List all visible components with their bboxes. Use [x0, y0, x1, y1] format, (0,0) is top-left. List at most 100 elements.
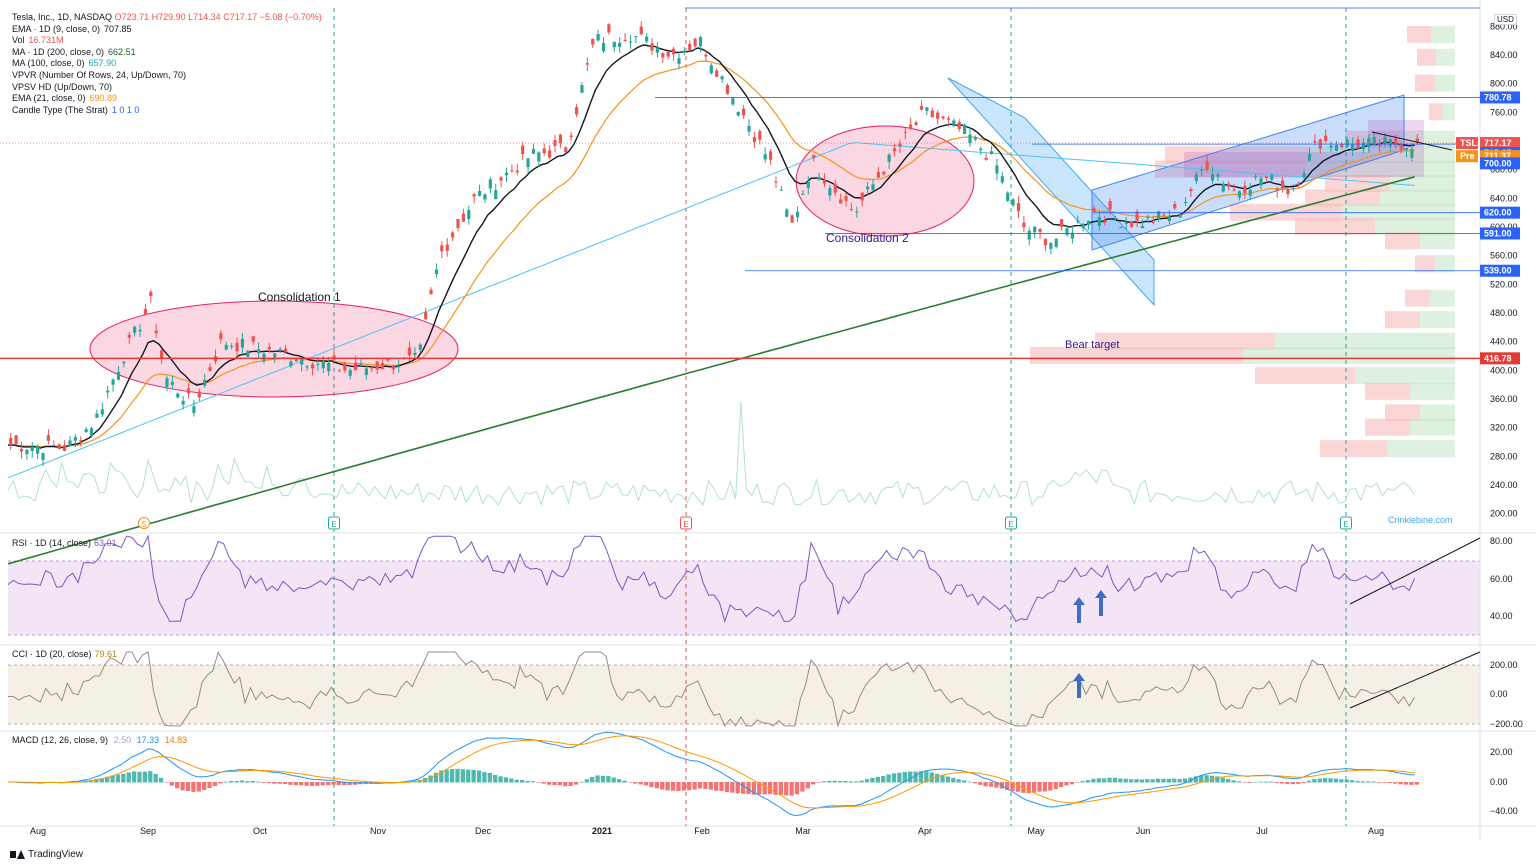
macd-histogram-bar: [261, 782, 266, 783]
legend-row: EMA · 1D (9, close, 0) 707.85: [12, 23, 132, 34]
vpvr-up-bar: [1342, 203, 1455, 221]
candle-body: [1060, 219, 1064, 227]
vpvr-up-bar: [1420, 232, 1455, 250]
macd-histogram-bar: [126, 772, 131, 783]
currency-label[interactable]: USD: [1494, 14, 1517, 25]
ohlc-close: C717.17: [223, 12, 258, 22]
macd-histogram-bar: [821, 781, 827, 783]
candle-body: [1130, 221, 1134, 228]
macd-histogram-bar: [757, 782, 762, 795]
candle-body: [149, 291, 153, 297]
candle-body: [1022, 222, 1026, 228]
candle-body: [1183, 201, 1188, 203]
candle-body: [952, 120, 956, 127]
tradingview-logo[interactable]: TradingView: [10, 849, 83, 860]
macd-histogram-bar: [277, 782, 282, 784]
candle-body: [1113, 217, 1118, 220]
candle-body: [715, 70, 719, 77]
macd-histogram-bar: [708, 782, 713, 790]
candle-body: [1157, 211, 1161, 220]
macd-histogram-bar: [487, 772, 492, 783]
legend-row: Vol 16.731M: [12, 35, 64, 46]
candle-body: [758, 131, 762, 140]
macd-histogram-bar: [1252, 781, 1258, 783]
macd-histogram-bar: [212, 782, 218, 787]
watermark-text: Crinklebine.com: [1388, 515, 1453, 525]
macd-histogram-bar: [325, 782, 331, 786]
candle-body: [1119, 226, 1123, 228]
macd-histogram-bar: [336, 782, 342, 785]
candle-body: [1248, 190, 1252, 196]
macd-histogram-bar: [460, 769, 466, 783]
candle-body: [375, 361, 379, 370]
candle-body: [585, 63, 589, 65]
macd-histogram-bar: [778, 782, 783, 795]
price-badge-bg: [1480, 157, 1520, 170]
macd-signal-line: [8, 735, 1415, 809]
event-marker-letter: E: [1343, 520, 1348, 529]
vpvr-down-bar: [1365, 382, 1410, 400]
vpvr-up-bar: [1442, 103, 1455, 121]
price-badge-text: 780.78: [1484, 92, 1512, 102]
candle-body: [801, 193, 805, 195]
macd-histogram-bar: [1080, 781, 1085, 783]
legend-row: VPVR (Number Of Rows, 24, Up/Down, 70): [12, 69, 187, 80]
macd-histogram-bar: [1010, 782, 1015, 791]
price-badge-bg: [1480, 227, 1520, 240]
macd-histogram-bar: [924, 771, 929, 783]
candle-body: [849, 208, 854, 210]
macd-histogram-bar: [503, 777, 509, 783]
macd-histogram-bar: [1279, 782, 1285, 784]
rsi-up-arrow-1-head: [1073, 597, 1085, 605]
price-badge-text: 620.00: [1484, 208, 1512, 218]
candle-body: [1232, 189, 1236, 191]
candle-body: [1016, 203, 1021, 212]
candle-body: [181, 400, 185, 405]
macd-histogram-bar: [730, 782, 735, 793]
candle-body: [143, 308, 148, 315]
candle-body: [41, 453, 45, 460]
candle-body: [1388, 139, 1392, 147]
rsi-title: RSI · 1D (14, close) 63.01: [12, 538, 117, 548]
candle-body: [510, 170, 514, 172]
macd-histogram-bar: [546, 782, 552, 785]
candle-body: [106, 390, 110, 393]
candle-body: [1092, 208, 1096, 213]
candle-body: [731, 98, 735, 105]
price-badge-bg: [1480, 137, 1520, 150]
macd-histogram-bar: [1193, 776, 1198, 783]
vpvr-down-bar: [1095, 332, 1275, 350]
macd-histogram-bar: [945, 776, 951, 783]
macd-histogram-bar: [660, 782, 665, 790]
candle-body: [1221, 183, 1225, 192]
event-marker: E: [328, 516, 340, 530]
macd-histogram-bar: [735, 782, 740, 794]
candle-body: [930, 110, 934, 118]
candle-body: [154, 330, 158, 334]
macd-histogram-bar: [1285, 782, 1290, 785]
candle-body: [655, 47, 660, 53]
macd-histogram-bar: [1296, 782, 1301, 784]
macd-histogram-bar: [843, 780, 848, 783]
candle-body: [445, 244, 449, 251]
macd-histogram-bar: [805, 782, 810, 789]
earnings-marker-icon: [1005, 516, 1017, 530]
candle-body: [989, 151, 994, 155]
candle-body: [1399, 144, 1403, 151]
candle-body: [354, 362, 358, 371]
candle-body: [774, 181, 778, 183]
candle-body: [499, 177, 503, 181]
candle-body: [1205, 160, 1209, 170]
candle-body: [1313, 140, 1317, 143]
vpvr-down-bar: [1385, 232, 1420, 250]
candle-body: [1367, 138, 1371, 147]
candle-body: [483, 194, 487, 200]
candle-body: [661, 53, 665, 58]
candle-body: [768, 151, 773, 160]
vpvr-down-bar: [1295, 218, 1375, 235]
candle-body: [122, 361, 126, 364]
candle-body: [170, 381, 174, 385]
vpvr-up-bar: [1242, 347, 1455, 365]
price-badge-text: 717.17: [1484, 138, 1512, 148]
